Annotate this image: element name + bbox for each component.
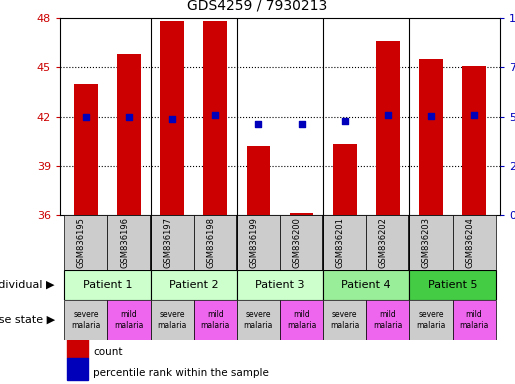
Bar bbox=[194, 300, 237, 340]
Text: Patient 2: Patient 2 bbox=[169, 280, 218, 290]
Text: severe
malaria: severe malaria bbox=[158, 310, 187, 330]
Text: individual ▶: individual ▶ bbox=[0, 280, 55, 290]
Text: Patient 4: Patient 4 bbox=[341, 280, 391, 290]
Text: GSM836201: GSM836201 bbox=[336, 217, 345, 268]
Bar bbox=[409, 215, 453, 270]
Point bbox=[384, 112, 392, 118]
Point bbox=[427, 113, 435, 119]
Bar bbox=[150, 215, 194, 270]
Bar bbox=[247, 146, 270, 215]
Text: Patient 3: Patient 3 bbox=[255, 280, 305, 290]
Text: GSM836199: GSM836199 bbox=[249, 217, 259, 268]
Point bbox=[254, 121, 263, 127]
Text: GSM836200: GSM836200 bbox=[293, 217, 302, 268]
Bar bbox=[323, 215, 366, 270]
Bar bbox=[67, 359, 88, 380]
Point bbox=[211, 112, 219, 118]
Text: disease state ▶: disease state ▶ bbox=[0, 315, 55, 325]
Bar bbox=[366, 215, 409, 270]
Bar bbox=[280, 300, 323, 340]
Bar bbox=[366, 300, 409, 340]
Point bbox=[82, 113, 90, 119]
Text: GSM836203: GSM836203 bbox=[422, 217, 431, 268]
Bar bbox=[237, 215, 280, 270]
Point bbox=[298, 121, 306, 127]
Bar bbox=[419, 59, 443, 215]
Text: Patient 5: Patient 5 bbox=[428, 280, 477, 290]
Bar bbox=[74, 84, 98, 215]
Bar bbox=[194, 215, 237, 270]
Bar bbox=[409, 270, 495, 300]
Bar bbox=[150, 270, 237, 300]
Bar bbox=[323, 270, 409, 300]
Text: mild
malaria: mild malaria bbox=[459, 310, 489, 330]
Bar bbox=[108, 215, 150, 270]
Text: severe
malaria: severe malaria bbox=[416, 310, 445, 330]
Point bbox=[168, 116, 176, 122]
Text: GSM836195: GSM836195 bbox=[77, 217, 86, 268]
Bar bbox=[453, 215, 495, 270]
Text: mild
malaria: mild malaria bbox=[201, 310, 230, 330]
Bar bbox=[333, 144, 356, 215]
Text: GSM836204: GSM836204 bbox=[465, 217, 474, 268]
Text: count: count bbox=[93, 347, 123, 358]
Text: percentile rank within the sample: percentile rank within the sample bbox=[93, 368, 269, 378]
Bar bbox=[150, 300, 194, 340]
Bar bbox=[64, 270, 150, 300]
Bar bbox=[203, 21, 227, 215]
Bar bbox=[67, 338, 88, 359]
Bar bbox=[64, 300, 108, 340]
Bar bbox=[462, 66, 486, 215]
Bar bbox=[280, 215, 323, 270]
Text: GSM836197: GSM836197 bbox=[163, 217, 172, 268]
Text: mild
malaria: mild malaria bbox=[373, 310, 403, 330]
Bar bbox=[237, 300, 280, 340]
Bar bbox=[323, 300, 366, 340]
Text: GSM836196: GSM836196 bbox=[120, 217, 129, 268]
Text: severe
malaria: severe malaria bbox=[71, 310, 100, 330]
Text: severe
malaria: severe malaria bbox=[244, 310, 273, 330]
Text: GSM836202: GSM836202 bbox=[379, 217, 388, 268]
Text: severe
malaria: severe malaria bbox=[330, 310, 359, 330]
Text: mild
malaria: mild malaria bbox=[287, 310, 316, 330]
Bar bbox=[64, 215, 108, 270]
Bar bbox=[237, 270, 323, 300]
Point bbox=[125, 113, 133, 119]
Point bbox=[340, 118, 349, 124]
Text: Patient 1: Patient 1 bbox=[83, 280, 132, 290]
Text: GDS4259 / 7930213: GDS4259 / 7930213 bbox=[187, 0, 328, 12]
Bar bbox=[290, 214, 314, 215]
Bar bbox=[108, 300, 150, 340]
Bar bbox=[453, 300, 495, 340]
Bar bbox=[160, 21, 184, 215]
Point bbox=[470, 112, 478, 118]
Text: GSM836198: GSM836198 bbox=[207, 217, 215, 268]
Bar bbox=[117, 54, 141, 215]
Bar bbox=[409, 300, 453, 340]
Text: mild
malaria: mild malaria bbox=[114, 310, 144, 330]
Bar bbox=[376, 41, 400, 215]
